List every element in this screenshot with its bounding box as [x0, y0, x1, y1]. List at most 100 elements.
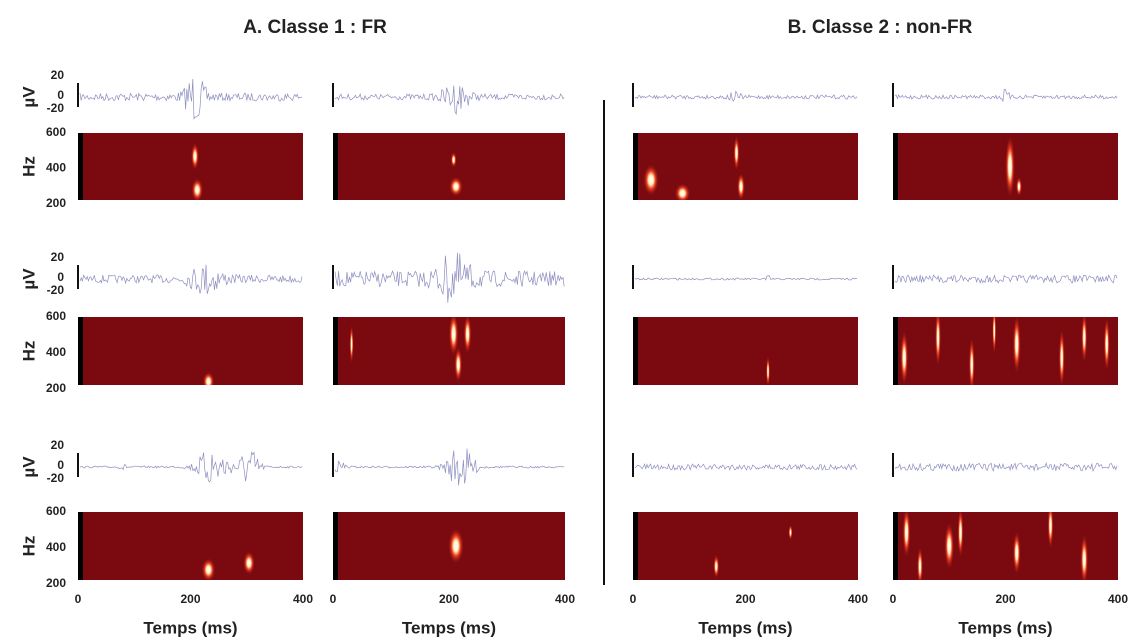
y-tick-label: 200 — [46, 196, 66, 210]
spectrogram-blobs — [1005, 134, 1022, 199]
spectrogram — [893, 512, 1118, 580]
blob — [1080, 533, 1089, 580]
x-tick-label: 0 — [890, 592, 897, 606]
spectrogram-edge — [893, 512, 898, 580]
y-tick-label: 20 — [51, 438, 65, 452]
y-axis-label: µV — [19, 456, 38, 478]
spectrogram-edge — [633, 317, 638, 385]
y-tick-label: 600 — [46, 309, 66, 323]
spectrogram-edge — [333, 317, 338, 385]
x-tick-label: 200 — [180, 592, 200, 606]
x-tick-label: 200 — [995, 592, 1015, 606]
waveform — [634, 463, 858, 471]
waveform — [79, 451, 303, 483]
y-tick-label: -20 — [47, 283, 65, 297]
x-tick-label: 0 — [75, 592, 82, 606]
blob — [1058, 327, 1065, 385]
blob — [1081, 317, 1088, 364]
blob — [463, 317, 472, 354]
y-tick-label: 0 — [57, 458, 64, 472]
blob — [766, 355, 770, 385]
x-axis-label: Temps (ms) — [143, 618, 237, 637]
spectrogram-edge — [78, 317, 83, 385]
x-axis-label: Temps (ms) — [402, 618, 496, 637]
waveform — [634, 275, 858, 281]
spectrogram — [78, 317, 303, 385]
y-tick-label: 20 — [51, 250, 65, 264]
spectrogram — [633, 317, 858, 385]
y-tick-label: 200 — [46, 576, 66, 590]
waveform — [334, 448, 565, 486]
spectrogram-edge — [333, 133, 338, 200]
y-tick-label: 0 — [57, 88, 64, 102]
waveform — [634, 90, 858, 102]
blob — [349, 324, 354, 365]
waveform — [894, 274, 1118, 284]
spectrogram-edge — [633, 133, 638, 200]
y-axis-label: µV — [19, 268, 38, 290]
y-axis-label: Hz — [19, 536, 38, 557]
spectrogram-edge — [633, 512, 638, 580]
spectrogram-edge — [333, 512, 338, 580]
y-tick-label: 600 — [46, 504, 66, 518]
blob — [191, 142, 199, 171]
panel-title: B. Classe 2 : non-FR — [788, 17, 973, 38]
spectrogram-blobs — [900, 317, 1110, 385]
x-axis-label: Temps (ms) — [698, 618, 792, 637]
y-tick-label: 400 — [46, 345, 66, 359]
blob — [1016, 176, 1022, 197]
spectrogram-edge — [78, 512, 83, 580]
blob — [944, 522, 955, 570]
blob — [992, 317, 997, 356]
y-tick-label: 600 — [46, 125, 66, 139]
blob — [202, 371, 215, 385]
blob — [733, 135, 740, 172]
x-tick-label: 400 — [293, 592, 313, 606]
blob — [902, 512, 911, 559]
waveform — [79, 78, 303, 120]
blob — [968, 336, 975, 385]
spectrogram-blobs — [191, 142, 204, 200]
spectrogram-blobs — [448, 151, 463, 197]
blob — [450, 151, 457, 168]
x-tick-label: 200 — [735, 592, 755, 606]
y-tick-label: -20 — [47, 471, 65, 485]
x-tick-label: 400 — [1108, 592, 1128, 606]
blob — [1012, 317, 1021, 375]
spectrogram-blobs — [349, 317, 472, 383]
x-tick-label: 0 — [630, 592, 637, 606]
blob — [788, 524, 793, 541]
blob — [957, 512, 964, 559]
spectrogram — [633, 133, 858, 200]
blob — [917, 546, 923, 580]
y-tick-label: 400 — [46, 540, 66, 554]
blob — [448, 317, 459, 356]
blob — [900, 329, 909, 385]
waveform — [894, 461, 1118, 473]
waveform — [334, 252, 565, 303]
x-tick-label: 200 — [439, 592, 459, 606]
spectrogram-blobs — [713, 524, 793, 579]
blob — [1012, 530, 1021, 575]
y-axis-label: Hz — [19, 341, 38, 362]
spectrogram — [633, 512, 858, 580]
spectrogram-edge — [893, 133, 898, 200]
y-tick-label: -20 — [47, 101, 65, 115]
blob — [1103, 317, 1110, 373]
blob — [454, 346, 463, 383]
spectrogram-blobs — [766, 355, 770, 385]
blob — [201, 557, 216, 580]
spectrogram-blobs — [201, 551, 255, 580]
y-tick-label: 0 — [57, 270, 64, 284]
y-axis-label: µV — [19, 86, 38, 108]
spectrogram — [78, 133, 303, 200]
spectrogram-edge — [893, 317, 898, 385]
x-axis-label: Temps (ms) — [958, 618, 1052, 637]
waveform — [334, 85, 565, 116]
x-tick-label: 0 — [330, 592, 337, 606]
panel-title: A. Classe 1 : FR — [243, 17, 387, 38]
x-tick-label: 400 — [848, 592, 868, 606]
waveform — [894, 88, 1118, 102]
y-tick-label: 20 — [51, 68, 65, 82]
